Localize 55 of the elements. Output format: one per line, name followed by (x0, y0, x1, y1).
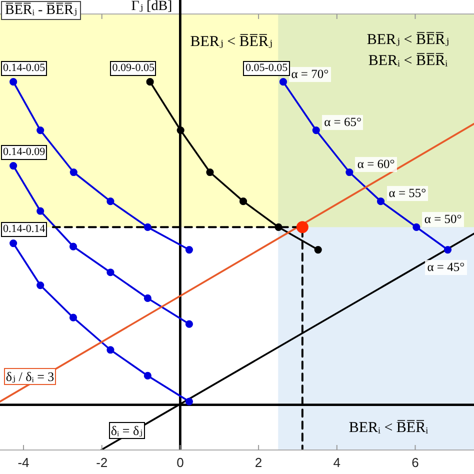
series-label: 0.14-0.14 (3, 223, 46, 236)
series-label: δⱼ / δᵢ = 3 (6, 369, 54, 384)
series-label: δᵢ = δⱼ (110, 423, 143, 438)
point (10, 78, 18, 86)
point (279, 78, 288, 86)
point (312, 126, 320, 134)
point (106, 268, 114, 276)
point (314, 246, 322, 254)
text: B̅E̅R̅ᵢ - B̅E̅R̅ⱼ (5, 2, 78, 19)
point (185, 246, 194, 254)
point (106, 346, 114, 354)
point (10, 162, 18, 170)
x-tick-label: 4 (333, 455, 341, 470)
x-tick-label: -4 (18, 455, 30, 470)
point (346, 168, 354, 176)
point (206, 168, 214, 176)
point (144, 372, 152, 380)
point (70, 168, 78, 176)
series-label: 0.09-0.05 (112, 62, 154, 75)
annotation: α = 55° (388, 186, 426, 202)
point (10, 240, 18, 248)
point (296, 221, 308, 234)
point (36, 207, 44, 215)
y-axis-title: Γⱼ [dB] (131, 0, 172, 14)
series-label: 0.05-0.05 (245, 62, 288, 75)
band-label: BERᵢ < B̅E̅R̅ᵢ (348, 419, 428, 438)
point (36, 126, 44, 134)
point (69, 242, 78, 250)
point (376, 198, 385, 206)
point (146, 78, 154, 86)
point (444, 246, 452, 254)
band-label: BERⱼ < B̅E̅R̅ⱼ (190, 33, 272, 52)
series-label: 0.14-0.09 (3, 146, 46, 159)
point (176, 126, 184, 134)
point (274, 223, 282, 231)
x-tick-label: 0 (176, 455, 184, 470)
point (239, 198, 248, 206)
annotation: α = 45° (427, 260, 465, 275)
annotation: α = 50° (424, 212, 462, 228)
series-label: 0.14-0.05 (3, 62, 46, 75)
point (106, 198, 114, 206)
annotation: α = 70° (291, 66, 329, 82)
x-tick-label: 6 (412, 455, 419, 470)
point (412, 223, 420, 231)
annotation: α = 60° (357, 157, 395, 172)
point (36, 281, 44, 290)
point (185, 398, 194, 406)
point (144, 294, 152, 302)
x-tick-label: -2 (96, 455, 108, 470)
annotation: α = 65° (324, 115, 362, 130)
x-tick-label: 2 (254, 455, 262, 470)
point (185, 320, 194, 328)
point (69, 314, 78, 322)
text: BERⱼ < B̅E̅R̅ⱼ BERᵢ < B̅E̅R̅ᵢ (366, 31, 450, 71)
point (144, 223, 152, 231)
